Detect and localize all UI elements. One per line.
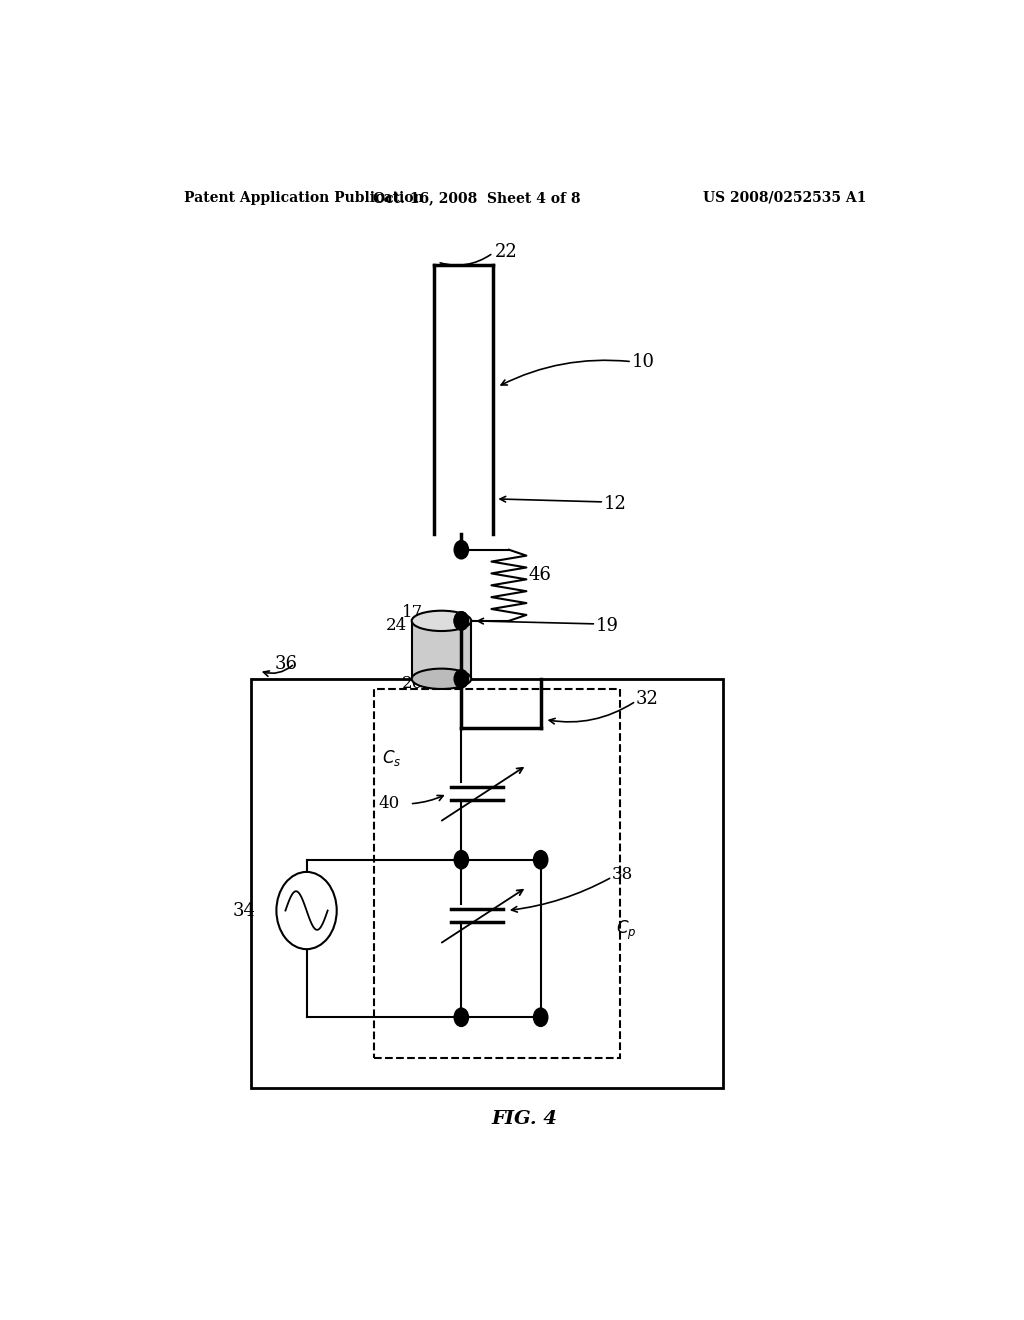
Text: 26: 26 (401, 676, 423, 693)
Circle shape (455, 669, 468, 688)
Text: 24: 24 (386, 618, 408, 635)
Text: 38: 38 (612, 866, 634, 883)
Circle shape (455, 611, 468, 630)
Circle shape (455, 541, 468, 558)
Text: $C_s$: $C_s$ (382, 748, 401, 768)
Text: Patent Application Publication: Patent Application Publication (183, 191, 423, 205)
Circle shape (455, 1008, 468, 1027)
Text: US 2008/0252535 A1: US 2008/0252535 A1 (702, 191, 866, 205)
Text: FIG. 4: FIG. 4 (492, 1110, 558, 1127)
Circle shape (276, 873, 337, 949)
Bar (412, 620, 471, 678)
Text: $C_p$: $C_p$ (616, 919, 637, 942)
Text: Oct. 16, 2008  Sheet 4 of 8: Oct. 16, 2008 Sheet 4 of 8 (374, 191, 581, 205)
Text: 34: 34 (232, 902, 256, 920)
Text: 32: 32 (636, 690, 658, 708)
Ellipse shape (412, 611, 471, 631)
Text: 10: 10 (632, 352, 655, 371)
Text: 46: 46 (528, 566, 552, 585)
Circle shape (455, 850, 468, 869)
Circle shape (534, 850, 548, 869)
Circle shape (455, 611, 468, 630)
Circle shape (534, 1008, 548, 1027)
Text: 22: 22 (495, 243, 517, 261)
Bar (374, 689, 620, 1057)
Text: 12: 12 (604, 495, 627, 513)
Text: 19: 19 (596, 616, 620, 635)
Text: 40: 40 (378, 796, 399, 812)
Ellipse shape (412, 669, 471, 689)
Text: 36: 36 (274, 655, 298, 673)
Text: 17: 17 (401, 605, 423, 622)
Bar (251, 678, 723, 1089)
